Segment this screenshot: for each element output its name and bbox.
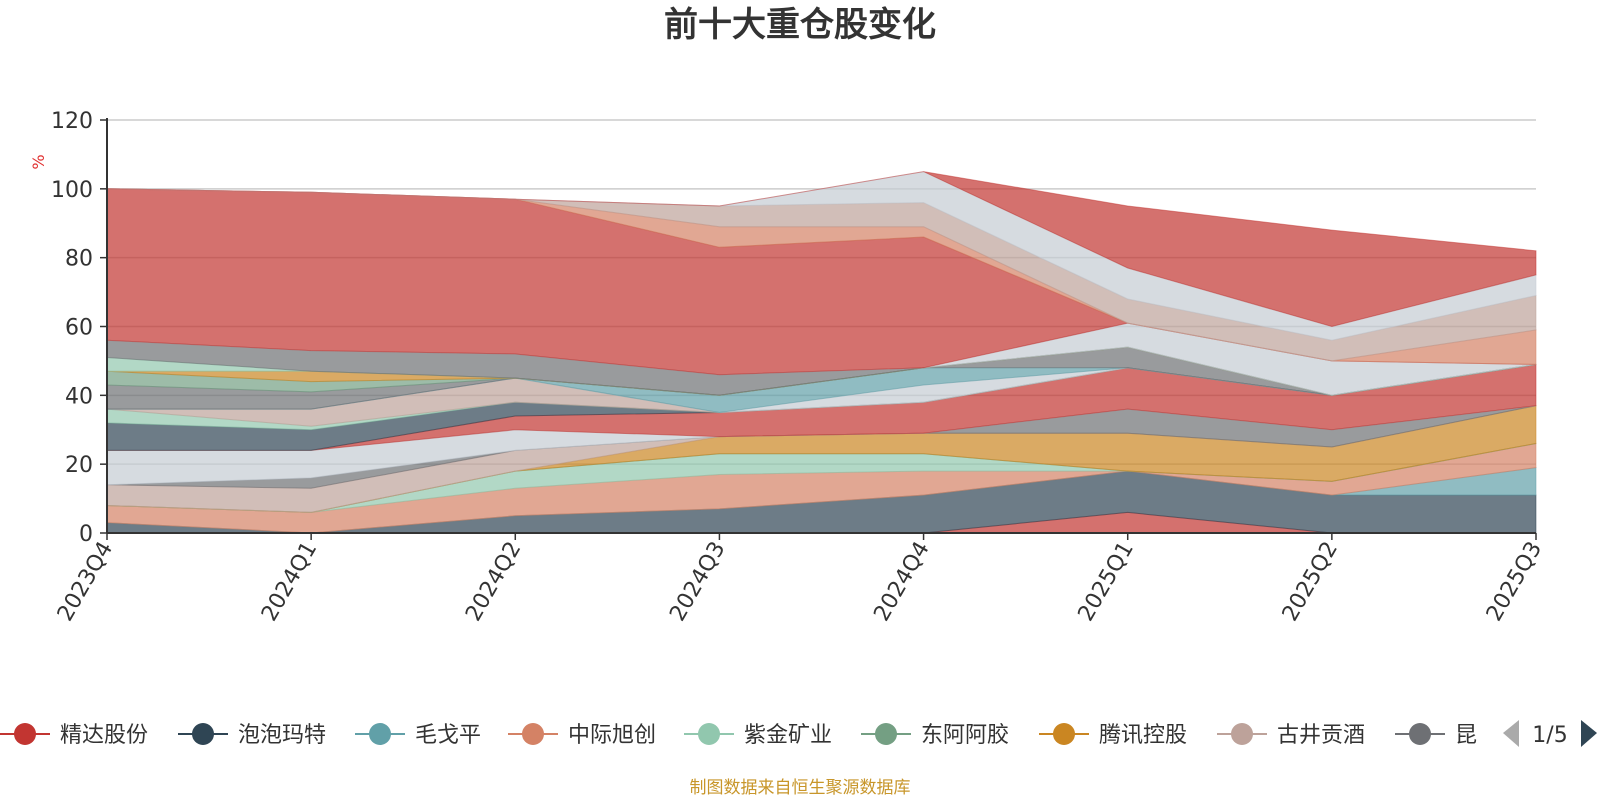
y-axis-unit: % [29,154,48,169]
legend-marker-icon [1053,723,1075,745]
y-tick-label: 120 [51,109,93,134]
legend-item[interactable]: 腾讯控股 [1039,723,1187,748]
legend-label: 精达股份 [60,723,148,748]
legend-item[interactable]: 昆 [1395,723,1477,748]
legend-label: 毛戈平 [415,723,481,748]
legend-marker-icon [698,723,720,745]
legend[interactable]: 精达股份 泡泡玛特 毛戈平 中际旭创 紫金矿业 东阿阿胶 腾讯控股 古井贡酒 昆 [0,723,1477,748]
x-tick-label: 2024Q1 [257,538,322,626]
y-tick-label: 40 [65,384,93,409]
legend-label: 泡泡玛特 [238,723,326,748]
legend-pager: 1/5 [1503,720,1597,748]
chart-title: 前十大重仓股变化 [664,5,936,45]
legend-prev-icon[interactable] [1503,720,1519,747]
x-tick-label: 2025Q3 [1482,538,1547,626]
x-tick-label: 2024Q3 [665,538,730,626]
y-tick-label: 60 [65,316,93,341]
legend-next-icon[interactable] [1581,720,1597,747]
area-series-26[interactable] [106,171,1537,328]
y-tick-label: 0 [79,522,93,547]
legend-label: 腾讯控股 [1099,723,1187,748]
legend-item[interactable]: 古井贡酒 [1217,723,1365,748]
y-tick-label: 100 [51,178,93,203]
x-axis-ticks: 2023Q4 2024Q1 2024Q2 2024Q3 2024Q4 2025Q1 2025… [53,533,1547,626]
legend-marker-icon [1231,723,1253,745]
legend-item[interactable]: 精达股份 [0,723,148,748]
legend-label: 东阿阿胶 [921,723,1009,748]
legend-label: 古井贡酒 [1277,723,1365,748]
y-tick-label: 80 [65,247,93,272]
legend-page-indicator: 1/5 [1532,723,1567,748]
y-tick-label: 20 [65,453,93,478]
legend-marker-icon [522,723,544,745]
legend-marker-icon [875,723,897,745]
legend-item[interactable]: 东阿阿胶 [861,723,1009,748]
x-tick-label: 2024Q2 [461,538,526,626]
legend-label: 昆 [1455,723,1477,748]
legend-item[interactable]: 紫金矿业 [684,723,832,748]
legend-item[interactable]: 中际旭创 [508,723,656,748]
legend-label: 紫金矿业 [744,723,832,748]
x-tick-label: 2024Q4 [869,538,934,626]
legend-marker-icon [369,723,391,745]
x-tick-label: 2025Q2 [1278,538,1343,626]
legend-marker-icon [1409,723,1431,745]
legend-marker-icon [192,723,214,745]
legend-item[interactable]: 毛戈平 [355,723,481,748]
legend-label: 中际旭创 [568,723,656,748]
legend-items: 精达股份 泡泡玛特 毛戈平 中际旭创 紫金矿业 东阿阿胶 腾讯控股 古井贡酒 昆 [0,723,1477,748]
legend-marker-icon [14,723,36,745]
source-note: 制图数据来自恒生聚源数据库 [690,778,911,798]
y-axis-ticks: 0 20 40 60 80 100 120 [51,109,107,547]
legend-item[interactable]: 泡泡玛特 [178,723,326,748]
stacked-areas [106,171,1537,534]
x-tick-label: 2025Q1 [1074,538,1139,626]
x-tick-label: 2023Q4 [53,538,118,626]
